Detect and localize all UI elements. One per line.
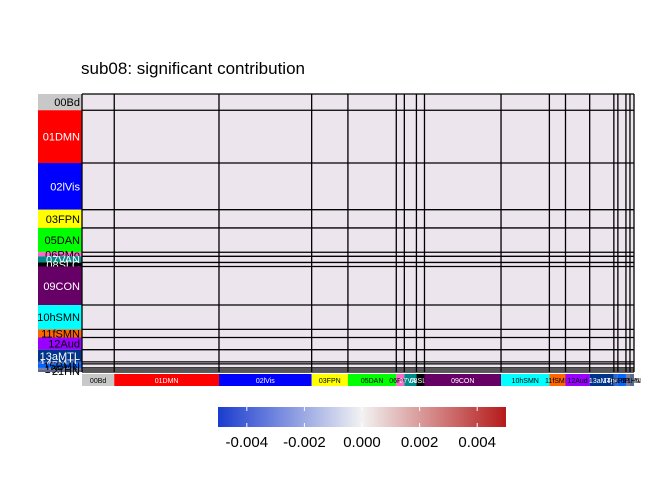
row-label-block-06PMo	[38, 252, 82, 257]
col-label-block-01DMN	[114, 374, 219, 386]
col-label-block-00Bd	[82, 374, 115, 386]
row-label-05DAN: 05DAN	[45, 235, 81, 247]
column-labels: 00Bd 01DMN 02lVis 03FPN 05DAN 06PMo07VAN08SLC…	[82, 374, 641, 386]
col-label-block-06PMo	[396, 374, 405, 386]
row-label-02lVis: 02lVis	[50, 181, 80, 193]
col-label-block-16PRN	[625, 374, 630, 386]
row-label-03FPN: 03FPN	[46, 214, 80, 226]
col-label-00Bd: 00Bd	[90, 378, 106, 385]
col-label-block-13aMTL	[589, 374, 614, 386]
row-label-block-14pMTL	[38, 361, 82, 364]
row-label-block-12Aud	[38, 337, 82, 350]
row-label-11fSMN: 11fSMN	[41, 328, 80, 340]
row-label-block-03FPN	[38, 209, 82, 228]
col-label-21HN: 21HN	[623, 378, 641, 385]
row-label-block-11fSMN	[38, 329, 82, 338]
matrix-grid	[81, 93, 635, 373]
row-label-block-13aMTL	[38, 349, 82, 362]
col-label-13aMTL: 13aMTL	[589, 378, 615, 385]
col-label-block-12Aud	[565, 374, 590, 386]
row-label-01DMN: 01DMN	[43, 132, 80, 144]
col-label-15PMN: 15PMN	[610, 378, 633, 385]
colorbar	[218, 407, 506, 427]
row-label-13aMTL: 13aMTL	[40, 351, 80, 363]
col-label-block-09CON	[424, 374, 502, 386]
col-label-block-08SLC	[416, 374, 425, 386]
col-label-01DMN: 01DMN	[155, 378, 179, 385]
col-label-block-11fSMN	[549, 374, 566, 386]
row-label-block-10hSMN	[38, 305, 82, 330]
row-label-block-01DMN	[38, 110, 82, 163]
row-label-block-00Bd	[38, 94, 82, 111]
col-label-07VAN: 07VAN	[400, 378, 422, 385]
matrix-background	[82, 94, 634, 372]
col-label-08SLC: 08SLC	[410, 378, 431, 385]
colorbar-ticks: -0.004 -0.002 0.000 0.002 0.004	[226, 407, 496, 451]
row-label-block-16PRN	[38, 367, 82, 370]
col-label-12Aud: 12Aud	[567, 378, 587, 385]
col-label-05DAN: 05DAN	[361, 378, 384, 385]
col-label-block-07VAN	[404, 374, 417, 386]
col-label-block-21HN	[629, 374, 634, 386]
row-label-21HN: 21HN	[52, 366, 80, 378]
row-label-09CON: 09CON	[43, 281, 80, 293]
row-label-10hSMN: 10hSMN	[37, 312, 80, 324]
col-label-block-03FPN	[311, 374, 348, 386]
col-label-03FPN: 03FPN	[319, 378, 341, 385]
col-label-block-05DAN	[347, 374, 397, 386]
col-label-06PMo: 06PMo	[389, 378, 411, 385]
colorbar-tick-label: 0.004	[458, 434, 496, 451]
colorbar-tick-label: 0.002	[401, 434, 439, 451]
row-label-block-05DAN	[38, 227, 82, 253]
row-label-block-21HN	[38, 369, 82, 372]
col-label-14pMTL: 14pMTL	[603, 378, 629, 385]
col-label-09CON: 09CON	[451, 378, 474, 385]
col-label-10hSMN: 10hSMN	[512, 378, 539, 385]
colorbar-tick-label: -0.004	[226, 434, 269, 451]
colorbar-tick-label: -0.002	[283, 434, 326, 451]
col-label-11fSMN: 11fSMN	[545, 378, 570, 385]
row-label-12Aud: 12Aud	[48, 339, 80, 351]
row-label-block-07VAN	[38, 256, 82, 263]
row-label-00Bd: 00Bd	[54, 97, 80, 109]
row-labels: 00Bd01DMN02lVis03FPN05DAN06PMo07VAN08SLC…	[37, 94, 82, 378]
row-label-block-09CON	[38, 266, 82, 306]
row-label-block-02lVis	[38, 162, 82, 210]
colorbar-tick-label: 0.000	[343, 434, 381, 451]
row-label-block-08SLC	[38, 262, 82, 267]
row-label-16PRN: 16PRN	[45, 364, 81, 376]
col-label-block-10hSMN	[501, 374, 550, 386]
row-label-block-15PMN	[38, 363, 82, 368]
col-label-block-15PMN	[617, 374, 626, 386]
chart-title: sub08: significant contribution	[81, 59, 305, 78]
col-label-block-02lVis	[218, 374, 312, 386]
col-label-02lVis: 02lVis	[256, 378, 275, 385]
col-label-16PRN: 16PRN	[617, 378, 640, 385]
col-label-block-14pMTL	[613, 374, 618, 386]
